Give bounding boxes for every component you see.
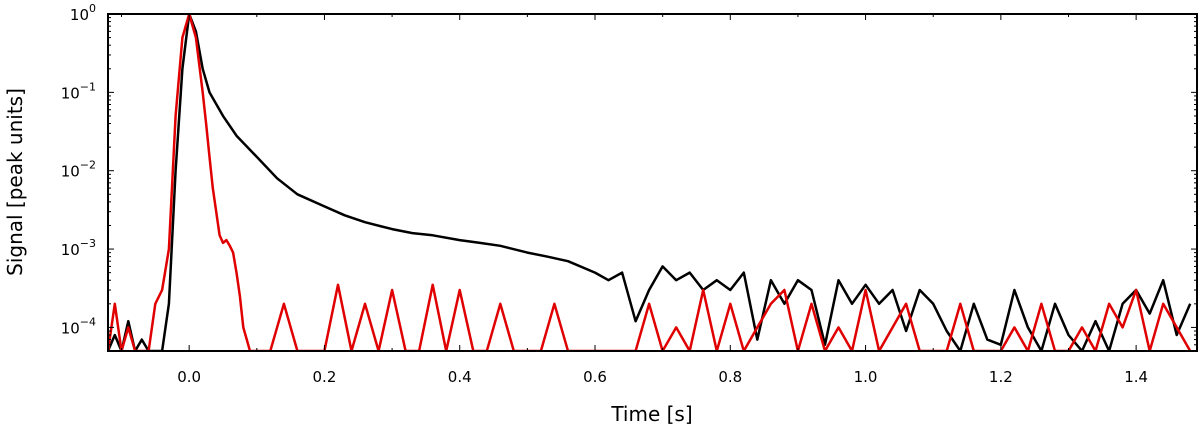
y-axis-title: Signal [peak units] [3,88,27,276]
y-tick-label: 10−4 [61,315,96,337]
x-axis-title: Time [s] [610,402,692,426]
x-tick-label: 0.4 [448,368,472,386]
y-tick-label: 10−2 [61,159,96,181]
plot-area [108,14,1192,351]
y-tick-label: 100 [70,2,96,24]
x-tick-label: 0.8 [718,368,742,386]
x-tick-label: 0.0 [177,368,201,386]
y-tick-label: 10−1 [61,80,96,102]
series-line-1 [108,14,1192,351]
axes: 0.0 0.2 0.4 0.6 0.8 1.0 1.2 1.4 100 10−1 10−2 10−3 1… [61,2,1198,386]
x-tick-label: 1.2 [989,368,1013,386]
x-tick-label: 0.2 [313,368,337,386]
x-tick-label: 0.6 [583,368,607,386]
x-tick-label: 1.4 [1124,368,1148,386]
x-tick-label: 1.0 [854,368,878,386]
series-line-2 [108,14,1192,351]
y-tick-label: 10−3 [61,237,96,259]
plot-frame [107,13,1198,352]
